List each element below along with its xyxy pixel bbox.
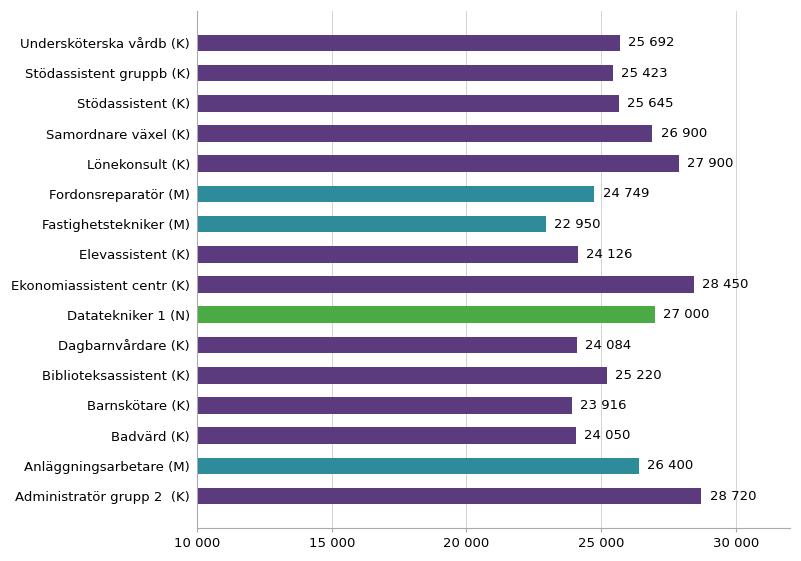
Bar: [197, 306, 655, 323]
Text: 24 749: 24 749: [602, 187, 649, 200]
Text: 25 423: 25 423: [621, 67, 667, 80]
Bar: [197, 35, 620, 51]
Bar: [197, 65, 613, 81]
Bar: [197, 337, 577, 353]
Text: 27 000: 27 000: [663, 309, 710, 321]
Bar: [197, 367, 607, 384]
Bar: [197, 427, 576, 444]
Text: 25 645: 25 645: [626, 97, 673, 110]
Text: 24 126: 24 126: [586, 248, 632, 261]
Text: 25 692: 25 692: [628, 36, 674, 49]
Text: 24 050: 24 050: [584, 429, 630, 442]
Bar: [197, 246, 578, 263]
Bar: [197, 95, 618, 112]
Bar: [197, 125, 653, 142]
Bar: [197, 397, 572, 414]
Bar: [197, 216, 546, 232]
Text: 26 400: 26 400: [647, 459, 694, 472]
Bar: [197, 155, 679, 172]
Text: 22 950: 22 950: [554, 218, 601, 231]
Text: 28 450: 28 450: [702, 278, 749, 291]
Bar: [197, 458, 639, 474]
Bar: [197, 488, 702, 504]
Text: 26 900: 26 900: [661, 127, 706, 140]
Bar: [197, 276, 694, 293]
Text: 24 084: 24 084: [585, 338, 631, 352]
Text: 25 220: 25 220: [615, 369, 662, 381]
Bar: [197, 186, 594, 203]
Text: 28 720: 28 720: [710, 490, 756, 503]
Text: 23 916: 23 916: [580, 399, 626, 412]
Text: 27 900: 27 900: [687, 157, 734, 170]
